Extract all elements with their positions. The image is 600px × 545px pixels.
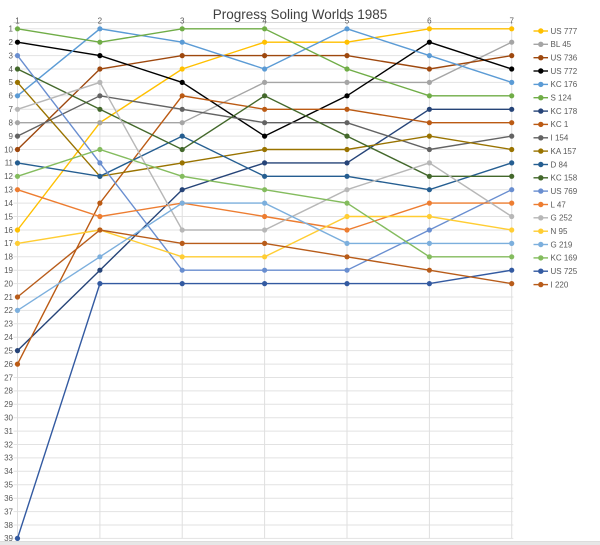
svg-text:5: 5: [9, 78, 14, 87]
svg-text:12: 12: [4, 172, 13, 181]
svg-text:33: 33: [4, 454, 13, 463]
svg-text:34: 34: [4, 467, 13, 476]
svg-text:KC 176: KC 176: [551, 80, 578, 89]
svg-text:KC 158: KC 158: [551, 174, 578, 183]
svg-text:13: 13: [4, 186, 13, 195]
svg-text:US 769: US 769: [551, 187, 578, 196]
svg-text:3: 3: [180, 17, 185, 26]
svg-text:15: 15: [4, 212, 13, 221]
svg-text:Progress Soling Worlds 1985: Progress Soling Worlds 1985: [213, 7, 388, 22]
svg-text:8: 8: [9, 119, 14, 128]
svg-text:I 154: I 154: [551, 134, 569, 143]
svg-text:2: 2: [98, 17, 103, 26]
svg-text:16: 16: [4, 226, 13, 235]
svg-text:11: 11: [5, 159, 14, 168]
svg-text:L 47: L 47: [551, 200, 567, 209]
svg-text:27: 27: [4, 373, 13, 382]
svg-text:G 252: G 252: [551, 214, 573, 223]
svg-text:35: 35: [4, 481, 13, 490]
svg-text:29: 29: [4, 400, 13, 409]
svg-text:5: 5: [345, 17, 350, 26]
svg-text:4: 4: [262, 17, 267, 26]
svg-text:26: 26: [4, 360, 13, 369]
svg-text:G 219: G 219: [551, 240, 573, 249]
svg-text:US 725: US 725: [551, 267, 578, 276]
svg-text:21: 21: [4, 293, 13, 302]
svg-text:7: 7: [9, 105, 14, 114]
svg-text:38: 38: [4, 521, 13, 530]
svg-text:KA 157: KA 157: [551, 147, 577, 156]
svg-text:10: 10: [4, 145, 13, 154]
svg-text:24: 24: [4, 333, 13, 342]
svg-text:19: 19: [4, 266, 13, 275]
svg-text:US 777: US 777: [551, 27, 578, 36]
svg-text:1: 1: [15, 17, 20, 26]
svg-text:7: 7: [509, 17, 514, 26]
svg-text:KC 1: KC 1: [551, 120, 569, 129]
svg-text:23: 23: [4, 320, 13, 329]
svg-text:US 736: US 736: [551, 54, 578, 63]
svg-text:6: 6: [427, 17, 432, 26]
svg-text:I 220: I 220: [551, 280, 569, 289]
svg-text:18: 18: [4, 253, 13, 262]
svg-text:36: 36: [4, 494, 13, 503]
svg-text:4: 4: [9, 65, 14, 74]
svg-text:14: 14: [4, 199, 13, 208]
svg-text:US 772: US 772: [551, 67, 578, 76]
svg-text:6: 6: [9, 92, 14, 101]
svg-text:25: 25: [4, 346, 13, 355]
svg-text:N 95: N 95: [551, 227, 568, 236]
svg-text:32: 32: [4, 440, 13, 449]
svg-text:30: 30: [4, 414, 13, 423]
svg-text:31: 31: [4, 427, 13, 436]
svg-text:20: 20: [4, 279, 13, 288]
svg-text:KC 178: KC 178: [551, 107, 578, 116]
svg-text:D 84: D 84: [551, 160, 568, 169]
svg-text:3: 3: [9, 51, 14, 60]
svg-text:37: 37: [4, 507, 13, 516]
svg-text:KC 169: KC 169: [551, 254, 578, 263]
svg-text:BL 45: BL 45: [551, 40, 572, 49]
svg-text:1: 1: [9, 25, 14, 34]
svg-text:17: 17: [4, 239, 13, 248]
svg-text:S 124: S 124: [551, 94, 572, 103]
svg-text:2: 2: [9, 38, 14, 47]
svg-text:28: 28: [4, 387, 13, 396]
svg-text:22: 22: [4, 306, 13, 315]
svg-text:39: 39: [4, 534, 13, 543]
svg-text:9: 9: [9, 132, 14, 141]
